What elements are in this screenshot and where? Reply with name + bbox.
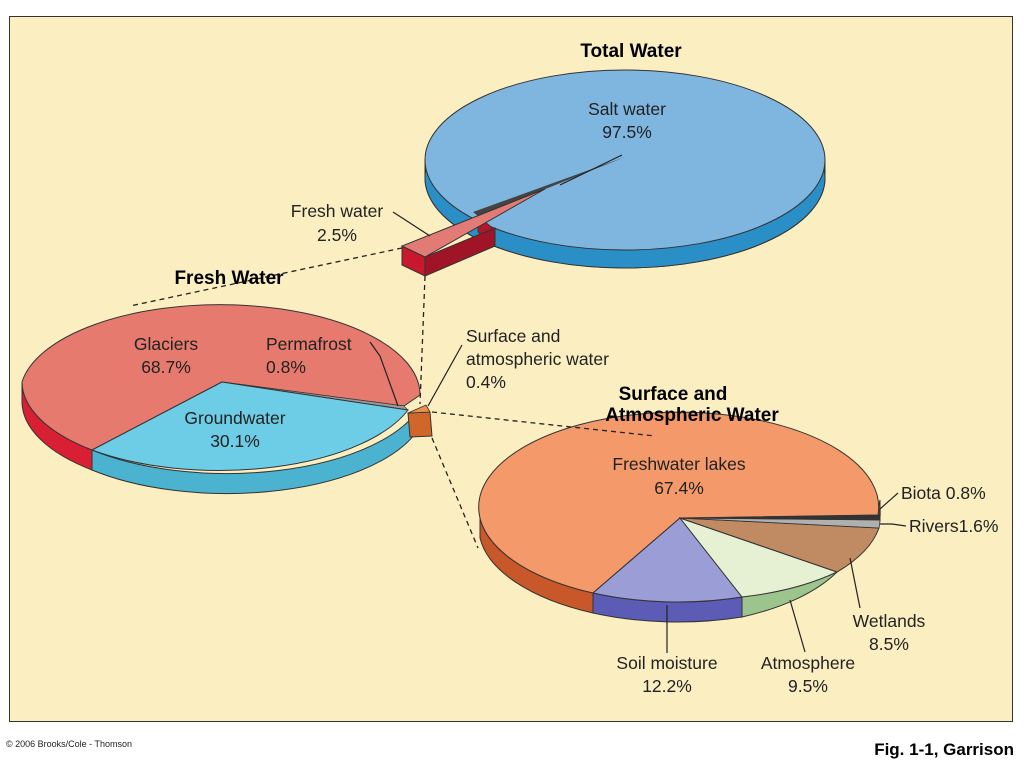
fresh-wedge-side-right — [424, 227, 496, 277]
leader-saw — [427, 344, 463, 407]
fresh-water-title: Fresh Water — [174, 268, 284, 289]
rivers-label: Rivers1.6% — [909, 516, 998, 536]
atmosphere-value: 9.5% — [788, 676, 828, 696]
connector-fresh-down — [419, 275, 426, 405]
biota-slice — [679, 514, 881, 521]
fresh-water-label: Fresh water — [291, 201, 384, 221]
leader-permafrost — [369, 341, 399, 407]
leader-biota — [879, 492, 899, 516]
fresh-water-pie — [21, 304, 421, 495]
surface-water-title-line2: Atmospheric Water — [605, 405, 779, 426]
leader-wetlands — [849, 557, 861, 609]
glaciers-slice — [21, 304, 421, 451]
soil-moisture-value: 12.2% — [642, 676, 692, 696]
dashed-connectors — [129, 247, 656, 549]
surface-water-title-line1: Surface and — [619, 384, 728, 405]
fresh-water-value: 2.5% — [317, 225, 357, 245]
permafrost-label: Permafrost — [266, 334, 352, 354]
freshwater-lakes-slice — [478, 411, 880, 594]
groundwater-slice — [90, 381, 409, 471]
saw-label-line1: Surface and — [466, 326, 560, 346]
figure-caption: Fig. 1-1, Garrison — [874, 740, 1014, 759]
connector-surface-down — [431, 437, 479, 549]
permafrost-value: 0.8% — [266, 357, 306, 377]
leader-lines — [369, 154, 907, 653]
saw-label-line2: atmospheric water — [466, 349, 609, 369]
wetlands-slice — [679, 517, 880, 573]
leader-salt — [559, 154, 623, 186]
atmosphere-slice — [678, 516, 839, 598]
wetlands-label: Wetlands — [853, 611, 926, 631]
salt-water-label: Salt water — [588, 99, 666, 119]
saw-wedge-top — [407, 404, 431, 414]
biota-label: Biota 0.8% — [901, 483, 986, 503]
salt-water-slice — [424, 69, 826, 251]
groundwater-label: Groundwater — [184, 408, 285, 428]
saw-value: 0.4% — [466, 372, 506, 392]
total-water-title: Total Water — [580, 41, 682, 62]
soil-moisture-slice — [591, 517, 743, 603]
soil-moisture-label: Soil moisture — [616, 653, 717, 673]
connector-fresh-left — [129, 247, 403, 307]
copyright-text: © 2006 Brooks/Cole - Thomson — [6, 739, 133, 749]
saw-wedge-side — [407, 411, 433, 438]
wetlands-value: 8.5% — [869, 634, 909, 654]
surface-water-pie — [478, 411, 881, 623]
fresh-water-slice — [400, 188, 546, 258]
salt-water-value: 97.5% — [602, 122, 652, 142]
leader-rivers — [880, 523, 907, 527]
leader-atmosphere — [789, 599, 806, 653]
freshwater-lakes-value: 67.4% — [654, 478, 704, 498]
glaciers-value: 68.7% — [141, 357, 191, 377]
freshwater-lakes-label: Freshwater lakes — [612, 454, 745, 474]
atmosphere-label: Atmosphere — [761, 653, 855, 673]
connector-surface-right — [431, 411, 656, 437]
groundwater-value: 30.1% — [210, 431, 260, 451]
glaciers-label: Glaciers — [134, 334, 198, 354]
leader-fresh — [392, 211, 431, 237]
surface-atmospheric-wedge — [407, 404, 433, 438]
